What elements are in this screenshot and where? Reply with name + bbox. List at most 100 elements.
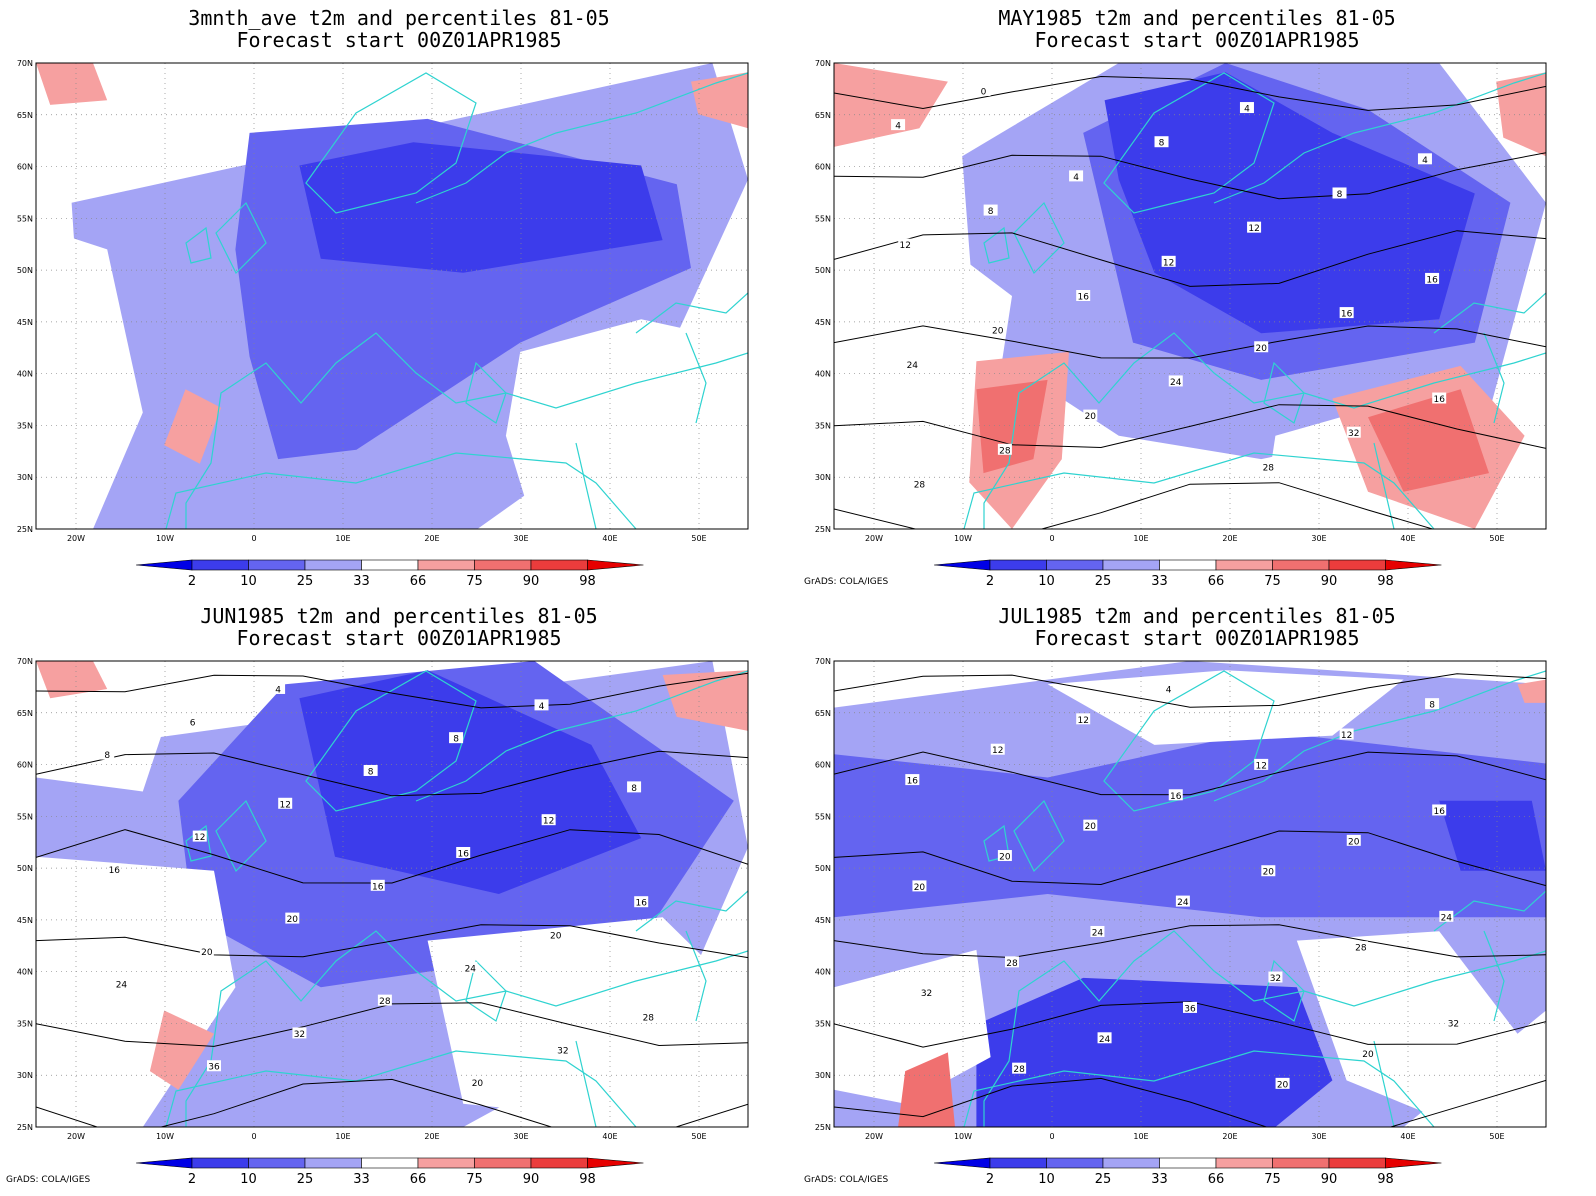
- contour-label: 12: [541, 814, 556, 827]
- contour-label: 28: [997, 443, 1012, 456]
- svg-text:16: 16: [907, 777, 919, 787]
- percentile-region: [299, 670, 642, 894]
- legend-swatch: [191, 559, 249, 571]
- svg-text:8: 8: [453, 735, 459, 745]
- legend-swatch: [1159, 559, 1217, 571]
- gridlines: [36, 661, 748, 1127]
- y-tick-label: 70N: [815, 657, 831, 666]
- contour-label: 8: [449, 732, 464, 745]
- coastlines: [963, 72, 1546, 529]
- y-tick-label: 45N: [17, 318, 33, 327]
- y-tick-label: 55N: [815, 812, 831, 821]
- x-tick-label: 30E: [513, 534, 528, 543]
- legend-swatch: [1328, 559, 1386, 571]
- svg-text:28: 28: [914, 480, 926, 490]
- x-tick-label: 20E: [1222, 534, 1237, 543]
- svg-text:24: 24: [1170, 378, 1182, 388]
- svg-text:32: 32: [1348, 429, 1359, 439]
- gridlines: [36, 63, 748, 529]
- percentile-region: [834, 949, 991, 1104]
- contour-label: 8: [627, 781, 642, 794]
- gridlines: [834, 661, 1546, 1127]
- svg-text:16: 16: [635, 899, 647, 909]
- panel-subtitle: Forecast start 00Z01APR1985: [1034, 28, 1360, 52]
- contour-label: 16: [905, 774, 920, 787]
- legend-swatch: [417, 1157, 475, 1169]
- x-tick-label: 30E: [1311, 534, 1326, 543]
- svg-text:24: 24: [1441, 913, 1453, 923]
- svg-text:8: 8: [368, 767, 374, 777]
- isotherm: [834, 751, 1546, 796]
- legend-swatch: [1385, 1157, 1442, 1169]
- contour-label: 16: [1076, 290, 1091, 303]
- x-tick-label: 30E: [1311, 1132, 1326, 1141]
- contour-label: 32: [919, 986, 934, 999]
- svg-text:8: 8: [1159, 139, 1165, 149]
- legend-label: 75: [466, 574, 483, 589]
- contour-label: 36: [207, 1060, 221, 1073]
- isotherm: [834, 230, 1546, 287]
- percentile-region: [834, 730, 1546, 918]
- contour-label: 20: [285, 912, 300, 925]
- legend-swatch: [417, 559, 475, 571]
- contour-label: 32: [1446, 1017, 1461, 1030]
- contour-label: 20: [1261, 865, 1276, 878]
- map-panel-4: JUL1985 t2m and percentiles 81-05 Forecas…: [798, 598, 1596, 1196]
- svg-text:0: 0: [981, 87, 987, 97]
- contour-label: 20: [997, 850, 1012, 863]
- shaded-field: 4 8 12 12 12 12 16 16 16 20 20 20 20 20 24 24 24 28 28 32 32…: [834, 661, 1546, 1127]
- y-axis-ticks: 70N 65N 60N 55N 50N 45N 40N 35N 30N 25N: [815, 59, 831, 534]
- coastline: [165, 1050, 637, 1127]
- svg-text:12: 12: [279, 800, 290, 810]
- svg-text:20: 20: [1263, 868, 1275, 878]
- svg-text:4: 4: [1244, 105, 1250, 115]
- coastline: [635, 292, 748, 334]
- x-tick-label: 20W: [865, 534, 883, 543]
- contour-label: 36: [1183, 1001, 1197, 1014]
- contour-label: 16: [1168, 789, 1183, 802]
- svg-text:8: 8: [1429, 701, 1435, 711]
- coastline: [1263, 959, 1305, 1022]
- svg-text:28: 28: [1013, 1065, 1025, 1075]
- legend-swatch: [530, 1157, 588, 1169]
- map-panel-1: 3mnth_ave t2m and percentiles 81-05 Forec…: [0, 0, 798, 598]
- svg-text:4: 4: [895, 122, 901, 132]
- x-tick-label: 20E: [1222, 1132, 1237, 1141]
- legend-label: 33: [353, 574, 370, 589]
- x-axis-ticks: 20W 10W 0 10E 20E 30E 40E 50E: [865, 534, 1505, 543]
- legend-label: 75: [1264, 1172, 1281, 1187]
- legend-swatch: [587, 1157, 644, 1169]
- contour-label: 16: [634, 896, 649, 909]
- y-tick-label: 25N: [815, 525, 831, 534]
- coastline: [983, 930, 1546, 1127]
- legend-label: 10: [1038, 1172, 1055, 1187]
- percentile-region: [427, 917, 734, 1127]
- coastline: [165, 452, 637, 529]
- coastline: [575, 442, 597, 529]
- y-tick-label: 25N: [17, 1123, 33, 1132]
- percentile-region: [691, 72, 748, 129]
- y-tick-label: 30N: [815, 473, 831, 482]
- contour-label: 20: [1083, 409, 1098, 422]
- legend-swatch: [989, 559, 1047, 571]
- isotherm: [36, 829, 748, 884]
- coastline: [1103, 670, 1275, 812]
- map-figure: 0448448812121216161620202424162032282828…: [815, 59, 1547, 589]
- contour-label: 24: [114, 978, 129, 991]
- y-tick-label: 65N: [815, 111, 831, 120]
- svg-text:20: 20: [1277, 1080, 1289, 1090]
- contour-label: 12: [990, 743, 1005, 756]
- contour-label: 28: [641, 1011, 656, 1024]
- y-tick-label: 70N: [17, 657, 33, 666]
- legend-label: 2: [986, 574, 994, 589]
- percentile-region: [299, 142, 663, 273]
- coastline: [215, 201, 267, 275]
- coastline: [963, 1050, 1435, 1127]
- legend-swatch: [1272, 559, 1330, 571]
- svg-text:24: 24: [1099, 1035, 1111, 1045]
- coastline: [1433, 890, 1546, 932]
- legend-label: 10: [1038, 574, 1055, 589]
- contour-lines: [834, 673, 1546, 1127]
- coastline: [635, 890, 748, 932]
- svg-text:12: 12: [194, 833, 205, 843]
